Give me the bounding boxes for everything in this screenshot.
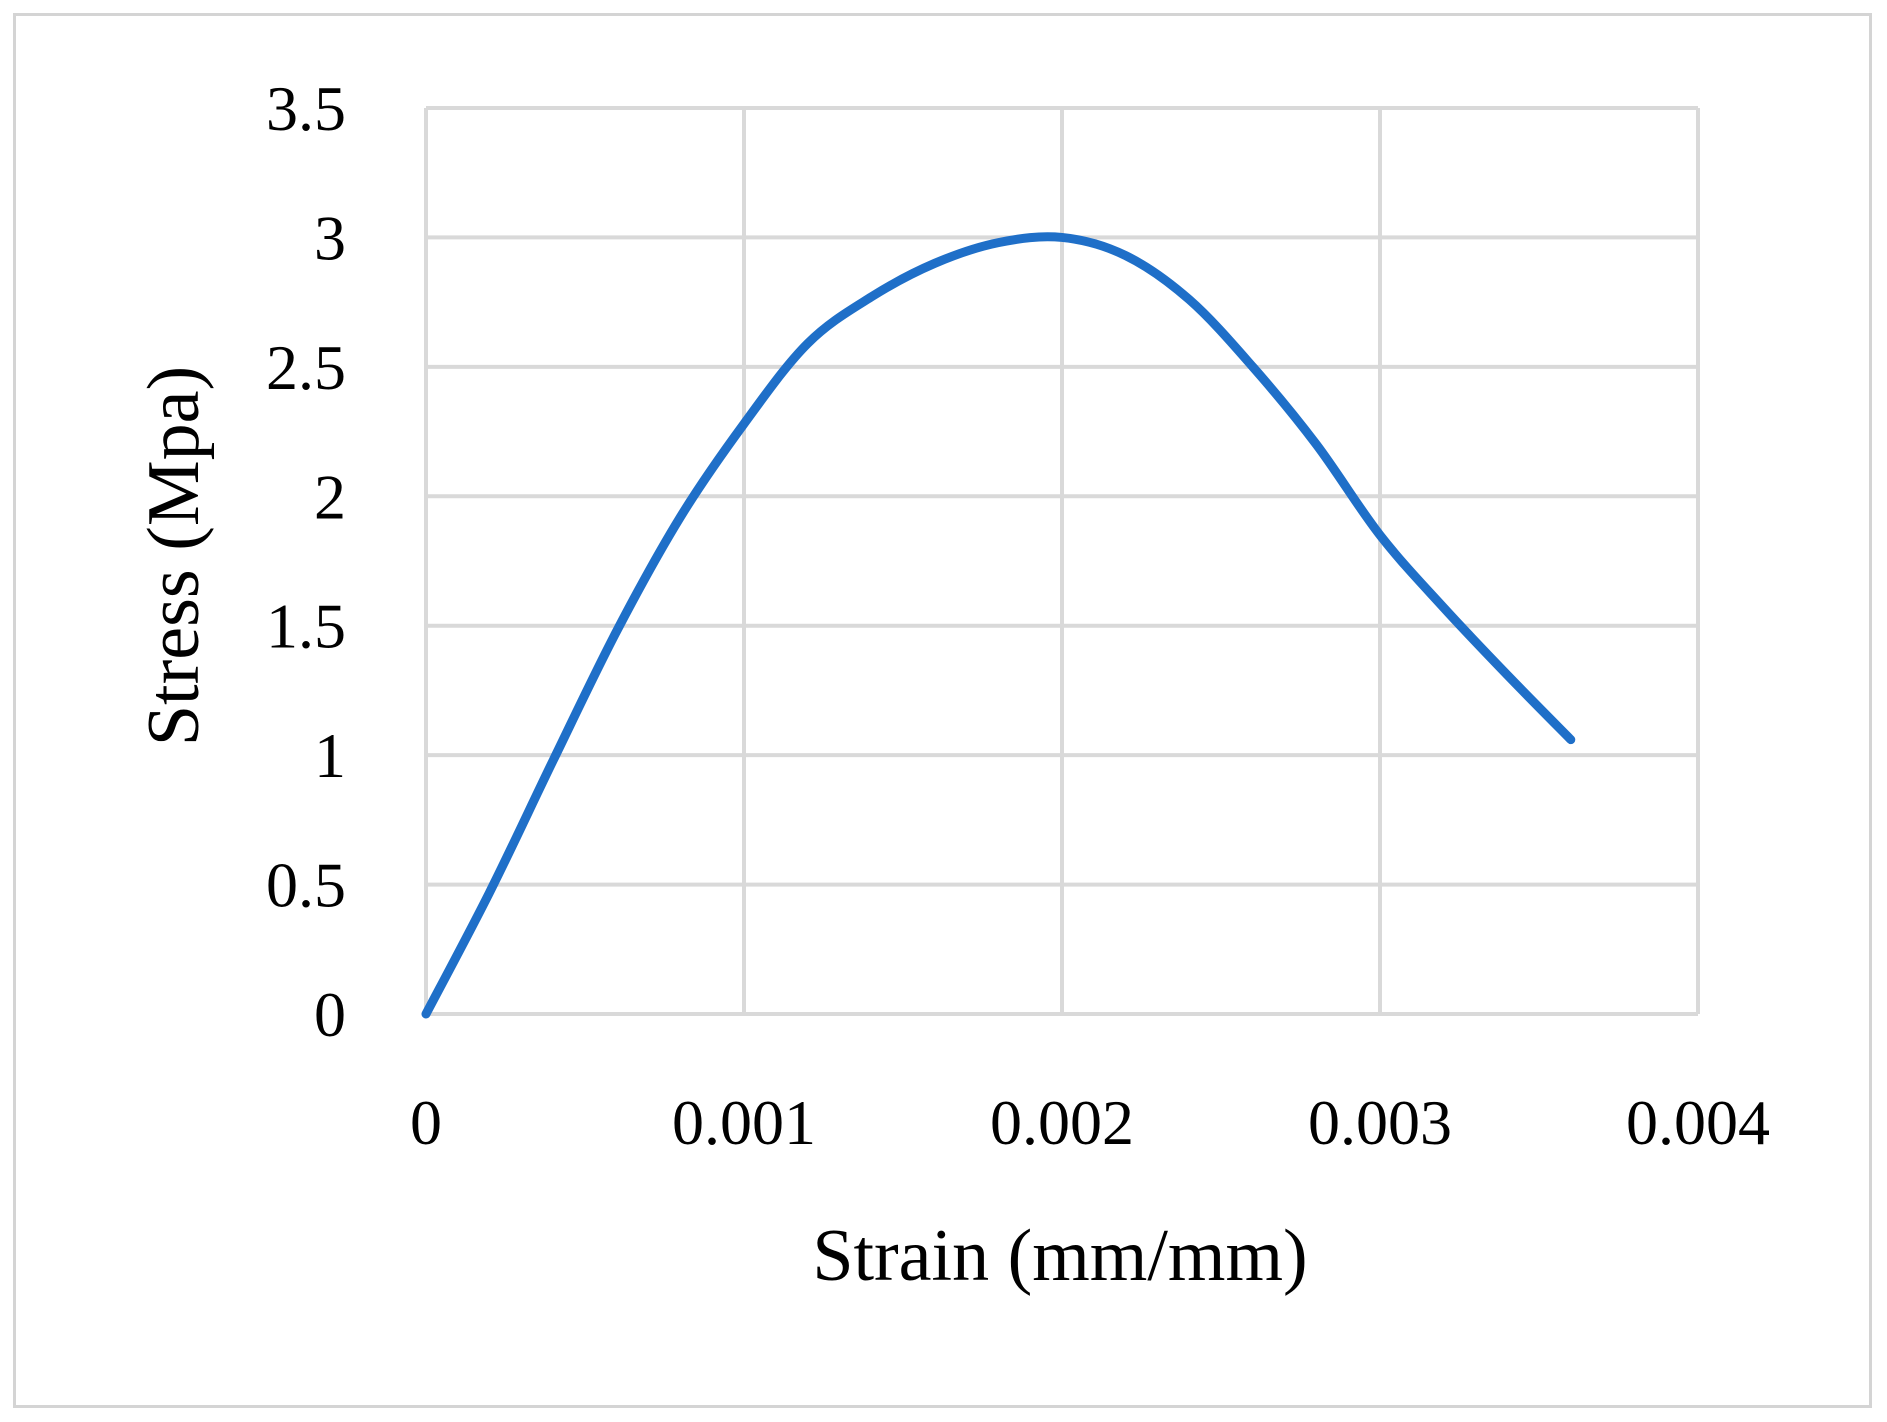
- y-axis-title: Stress (Mpa): [133, 366, 215, 746]
- y-tick-label: 2.5: [266, 332, 346, 403]
- x-tick-label: 0.004: [1626, 1087, 1770, 1158]
- chart-frame: [13, 13, 1872, 1408]
- y-tick-label: 2: [314, 461, 346, 532]
- y-tick-label: 0: [314, 979, 346, 1050]
- grid-lines: [426, 106, 1700, 1014]
- x-tick-label: 0.001: [672, 1087, 816, 1158]
- y-tick-label: 3.5: [266, 73, 346, 144]
- x-tick-label: 0.002: [990, 1087, 1134, 1158]
- tick-labels: 0 0.5 1 1.5 2 2.5 3 3.5 0 0.001 0.002 0.003 0.004: [266, 73, 1770, 1158]
- series-line: [421, 232, 1576, 1019]
- y-tick-label: 0.5: [266, 850, 346, 921]
- x-tick-label: 0.003: [1308, 1087, 1452, 1158]
- axes: [424, 108, 1698, 1016]
- y-tick-label: 1: [314, 720, 346, 791]
- x-tick-label: 0: [410, 1087, 442, 1158]
- x-axis-title: Strain (mm/mm): [812, 1215, 1307, 1297]
- y-tick-label: 3: [314, 202, 346, 273]
- y-tick-label: 1.5: [266, 591, 346, 662]
- series-layer: [421, 232, 1576, 1019]
